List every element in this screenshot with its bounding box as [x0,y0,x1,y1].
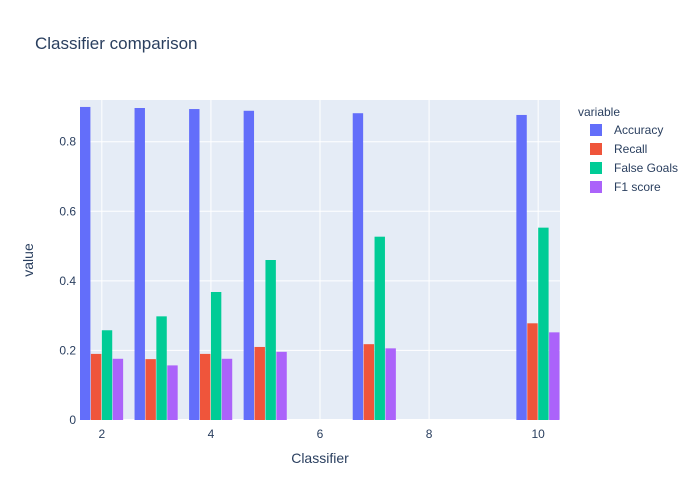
bar-recall [145,359,156,420]
x-axis-title: Classifier [291,450,349,466]
bar-false-goals [538,227,549,420]
bar-recall [200,353,211,420]
x-tick-label: 6 [317,427,324,441]
bars [80,106,560,421]
y-tick-label: 0 [69,413,76,427]
bar-false-goals [374,236,385,420]
legend-label: F1 score [614,180,661,194]
bar-f1-score [385,348,396,420]
bar-f1-score [549,332,560,420]
legend-label: Accuracy [614,123,663,137]
bar-recall [254,346,265,420]
bar-false-goals [156,316,167,420]
legend-swatch [590,162,602,174]
bar-accuracy [189,109,200,420]
y-axis-title: value [20,243,36,277]
y-tick-label: 0.8 [59,135,76,149]
x-tick-label: 4 [208,427,215,441]
legend-title: variable [578,105,620,119]
bar-accuracy [80,106,91,421]
x-tick-label: 2 [98,427,105,441]
bar-recall [527,323,538,420]
bar-f1-score [276,351,287,420]
grid-lines [80,100,560,421]
bar-accuracy [134,108,145,420]
bar-f1-score [221,358,233,420]
legend-label: False Goals [614,161,678,175]
y-tick-label: 0.6 [59,204,76,218]
bar-accuracy [352,113,364,420]
legend: variable Accuracy Recall False Goals F1 sco… [578,105,678,194]
y-tick-label: 0.2 [59,343,76,357]
bar-recall [363,344,375,420]
chart-title: Classifier comparison [35,34,198,53]
tick-labels: 2 4 6 8 10 0 0.2 0.4 0.6 0.8 [59,135,545,441]
bar-false-goals [265,260,276,420]
bar-accuracy [516,114,527,421]
legend-label: Recall [614,142,647,156]
bar-f1-score [112,358,124,420]
bar-f1-score [167,365,178,420]
x-tick-label: 10 [532,427,546,441]
bar-recall [90,353,102,420]
y-tick-label: 0.4 [59,274,76,288]
legend-swatch [590,124,602,136]
legend-swatch [590,181,602,193]
bar-false-goals [210,292,222,420]
legend-swatch [590,143,602,155]
bar-accuracy [243,110,255,421]
x-tick-label: 8 [426,427,433,441]
bar-false-goals [101,330,113,420]
